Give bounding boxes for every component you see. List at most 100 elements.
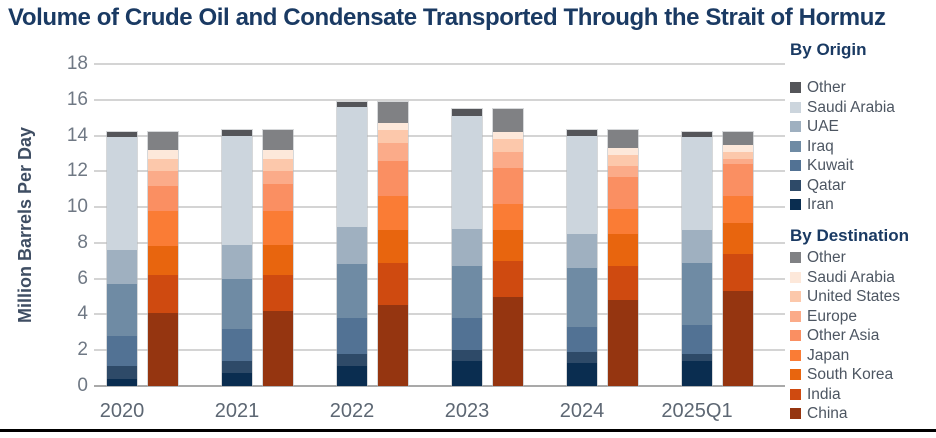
x-tick-label-2020: 2020	[99, 400, 145, 422]
segment-china-2024	[608, 300, 638, 386]
segment-other-2020	[148, 132, 178, 150]
legend-swatch-icon	[790, 330, 801, 342]
legend-item-label: Japan	[807, 346, 850, 364]
segment-other-asia-2021	[263, 183, 293, 211]
segment-other-asia-2020	[148, 185, 178, 211]
segment-south-korea-2021	[263, 244, 293, 276]
segment-india-2024	[608, 266, 638, 301]
gridline-8	[94, 241, 785, 244]
legend-item-origin-kuwait: Kuwait	[790, 156, 936, 176]
legend-swatch-icon	[790, 140, 801, 152]
segment-saudi-arabia-2024	[567, 135, 597, 234]
gridline-16	[94, 98, 785, 101]
y-tick-label-14: 14	[66, 124, 88, 146]
segment-saudi-arabia-2023	[493, 132, 523, 140]
segment-saudi-arabia-2022	[337, 106, 367, 227]
legend-swatch-icon	[790, 310, 801, 322]
legend-item-destination-japan: Japan	[790, 346, 936, 366]
legend-item-origin-other: Other	[790, 78, 936, 98]
legend-item-label: Qatar	[807, 176, 846, 194]
segment-saudi-arabia-2020	[148, 149, 178, 159]
segment-other-2023	[493, 108, 523, 133]
y-tick-label-12: 12	[66, 160, 88, 182]
segment-japan-2021	[263, 210, 293, 245]
gridline-10	[94, 206, 785, 209]
segment-kuwait-2020	[107, 335, 137, 367]
segment-iran-2020	[107, 378, 137, 386]
segment-other-2025q1	[723, 132, 753, 145]
x-tick-label-2021: 2021	[214, 400, 260, 422]
segment-china-2023	[493, 296, 523, 386]
legend-header-destination: By Destination	[790, 226, 910, 245]
legend: By Origin Other Saudi Arabia UAE Iraq Kuwait…	[788, 0, 936, 438]
segment-kuwait-2025q1	[682, 325, 712, 354]
segment-united-states-2025q1	[723, 151, 753, 159]
segment-uae-2021	[222, 244, 252, 279]
bar-destination-2020	[147, 130, 179, 387]
segment-south-korea-2024	[608, 233, 638, 267]
segment-kuwait-2024	[567, 326, 597, 353]
legend-items-origin: Other Saudi Arabia UAE Iraq Kuwait Qatar Iran	[790, 78, 936, 215]
segment-kuwait-2022	[337, 318, 367, 354]
y-tick-label-4: 4	[77, 303, 88, 325]
segment-other-2020	[107, 132, 137, 138]
segment-saudi-arabia-2022	[378, 123, 408, 131]
legend-item-origin-iraq: Iraq	[790, 137, 936, 157]
segment-europe-2023	[493, 151, 523, 168]
bar-destination-2021	[262, 129, 294, 387]
bar-origin-2020	[106, 130, 138, 387]
segment-iraq-2020	[107, 284, 137, 336]
y-tick-label-16: 16	[66, 88, 88, 110]
bar-origin-2024	[566, 129, 598, 387]
y-tick-label-2: 2	[77, 339, 88, 361]
segment-other-2025q1	[682, 132, 712, 138]
bar-origin-2021	[221, 129, 253, 387]
legend-swatch-icon	[790, 199, 801, 211]
segment-uae-2022	[337, 226, 367, 265]
legend-item-destination-south-korea: South Korea	[790, 365, 936, 385]
segment-united-states-2020	[148, 158, 178, 172]
legend-item-label: UAE	[807, 118, 839, 135]
legend-item-label: Iraq	[807, 137, 834, 155]
legend-swatch-icon	[790, 349, 801, 361]
legend-item-destination-india: India	[790, 385, 936, 405]
segment-japan-2025q1	[723, 196, 753, 224]
gridline-2	[94, 349, 785, 352]
segment-iran-2021	[222, 373, 252, 386]
segment-japan-2022	[378, 196, 408, 231]
segment-europe-2022	[378, 142, 408, 161]
legend-item-origin-saudi-arabia: Saudi Arabia	[790, 98, 936, 118]
chart-title: Volume of Crude Oil and Condensate Trans…	[8, 4, 886, 31]
segment-other-2022	[337, 101, 367, 107]
gridline-0	[94, 385, 785, 387]
legend-item-destination-saudi-arabia: Saudi Arabia	[790, 268, 936, 288]
legend-item-label: Europe	[807, 307, 857, 325]
bar-origin-2023	[451, 107, 483, 387]
x-tick-label-2023: 2023	[444, 400, 490, 422]
legend-item-label: Other	[807, 79, 846, 96]
legend-swatch-icon	[790, 160, 801, 172]
segment-united-states-2022	[378, 130, 408, 143]
segment-united-states-2023	[493, 139, 523, 152]
legend-item-destination-other: Other	[790, 248, 936, 268]
legend-items-destination: Other Saudi Arabia United States Europe Othe…	[790, 248, 936, 424]
segment-qatar-2020	[107, 366, 137, 379]
legend-item-label: United States	[807, 288, 901, 305]
segment-saudi-arabia-2021	[222, 135, 252, 245]
segment-south-korea-2023	[493, 230, 523, 261]
segment-kuwait-2021	[222, 328, 252, 361]
segment-india-2021	[263, 275, 293, 311]
segment-india-2020	[148, 275, 178, 313]
segment-uae-2023	[452, 228, 482, 267]
segment-japan-2023	[493, 203, 523, 231]
segment-china-2022	[378, 305, 408, 386]
x-tick-label-2025q1: 2025Q1	[661, 400, 733, 422]
segment-qatar-2025q1	[682, 353, 712, 361]
bar-destination-2024	[607, 129, 639, 387]
gridline-14	[94, 134, 785, 137]
legend-item-label: Saudi Arabia	[807, 268, 895, 286]
segment-japan-2020	[148, 210, 178, 247]
segment-uae-2025q1	[682, 230, 712, 263]
gridline-12	[94, 170, 785, 173]
legend-item-origin-qatar: Qatar	[790, 176, 936, 196]
